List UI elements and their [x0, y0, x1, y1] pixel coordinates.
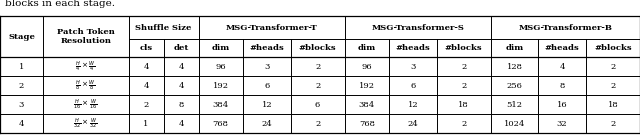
Text: 1: 1 — [143, 120, 148, 128]
Text: 6: 6 — [264, 82, 269, 90]
Text: 18: 18 — [607, 101, 618, 109]
Text: 12: 12 — [262, 101, 272, 109]
Text: Shuffle Size: Shuffle Size — [136, 24, 192, 32]
Text: 18: 18 — [458, 101, 469, 109]
Text: 3: 3 — [19, 101, 24, 109]
Text: 4: 4 — [19, 120, 24, 128]
Text: 96: 96 — [362, 63, 372, 71]
Text: dim: dim — [358, 44, 376, 52]
Text: 4: 4 — [179, 63, 184, 71]
Text: Stage: Stage — [8, 33, 35, 41]
Text: 2: 2 — [461, 63, 467, 71]
Text: 12: 12 — [408, 101, 418, 109]
Text: 768: 768 — [212, 120, 228, 128]
Text: #heads: #heads — [250, 44, 284, 52]
Text: 1024: 1024 — [504, 120, 525, 128]
Text: MSG-Transformer-T: MSG-Transformer-T — [226, 24, 317, 32]
Text: det: det — [173, 44, 189, 52]
Text: dim: dim — [506, 44, 524, 52]
Text: 2: 2 — [611, 120, 616, 128]
Text: 2: 2 — [19, 82, 24, 90]
Text: 4: 4 — [559, 63, 565, 71]
Text: 2: 2 — [611, 63, 616, 71]
Text: 768: 768 — [359, 120, 375, 128]
Text: 384: 384 — [212, 101, 229, 109]
Text: #heads: #heads — [396, 44, 430, 52]
Text: 2: 2 — [461, 120, 467, 128]
Text: $\frac{H}{16}\times\frac{W}{16}$: $\frac{H}{16}\times\frac{W}{16}$ — [74, 98, 98, 112]
Text: 6: 6 — [410, 82, 415, 90]
Text: dim: dim — [212, 44, 230, 52]
Text: 2: 2 — [461, 82, 467, 90]
Text: 384: 384 — [359, 101, 375, 109]
Text: 96: 96 — [216, 63, 226, 71]
Text: 4: 4 — [179, 120, 184, 128]
Text: 2: 2 — [315, 82, 320, 90]
Text: cls: cls — [140, 44, 153, 52]
Text: $\frac{H}{4}\times\frac{W}{4}$: $\frac{H}{4}\times\frac{W}{4}$ — [76, 60, 96, 74]
Text: $\frac{H}{8}\times\frac{W}{8}$: $\frac{H}{8}\times\frac{W}{8}$ — [76, 79, 96, 93]
Text: #heads: #heads — [545, 44, 580, 52]
Text: 16: 16 — [557, 101, 568, 109]
Text: blocks in each stage.: blocks in each stage. — [5, 0, 115, 8]
Text: 512: 512 — [506, 101, 522, 109]
Text: 24: 24 — [408, 120, 419, 128]
Text: 3: 3 — [410, 63, 415, 71]
Text: 128: 128 — [506, 63, 522, 71]
Text: 8: 8 — [559, 82, 565, 90]
Text: 4: 4 — [143, 82, 149, 90]
Text: 192: 192 — [359, 82, 375, 90]
Text: 4: 4 — [143, 63, 149, 71]
Text: 24: 24 — [261, 120, 272, 128]
Text: 256: 256 — [507, 82, 522, 90]
Text: Patch Token
Resolution: Patch Token Resolution — [57, 28, 115, 45]
Text: MSG-Transformer-S: MSG-Transformer-S — [371, 24, 464, 32]
Text: 2: 2 — [143, 101, 148, 109]
Text: 192: 192 — [212, 82, 228, 90]
Text: 2: 2 — [315, 63, 320, 71]
Text: 32: 32 — [557, 120, 568, 128]
Text: 8: 8 — [179, 101, 184, 109]
Text: $\frac{H}{32}\times\frac{W}{32}$: $\frac{H}{32}\times\frac{W}{32}$ — [74, 117, 98, 131]
Text: 2: 2 — [611, 82, 616, 90]
Text: #blocks: #blocks — [299, 44, 337, 52]
Text: 6: 6 — [315, 101, 320, 109]
Text: MSG-Transformer-B: MSG-Transformer-B — [518, 24, 612, 32]
Text: 3: 3 — [264, 63, 269, 71]
Text: #blocks: #blocks — [445, 44, 483, 52]
Text: 1: 1 — [19, 63, 24, 71]
Text: 4: 4 — [179, 82, 184, 90]
Text: 2: 2 — [315, 120, 320, 128]
Text: #blocks: #blocks — [594, 44, 632, 52]
